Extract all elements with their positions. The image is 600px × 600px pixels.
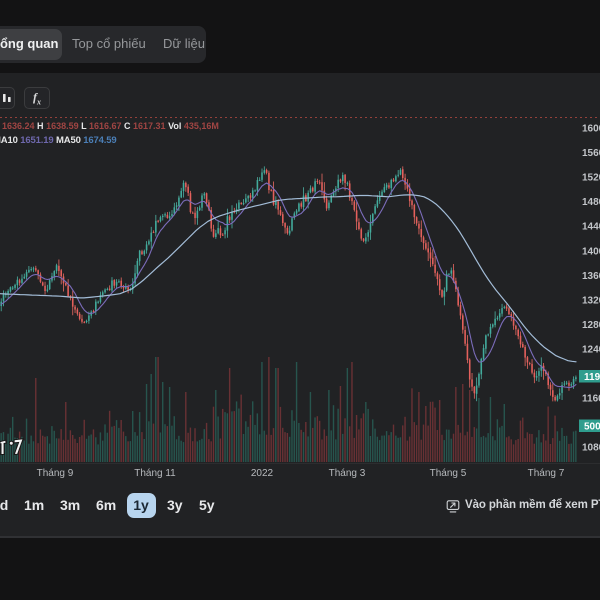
svg-text:1520.00: 1520.00 (582, 173, 600, 184)
svg-text:1560.00: 1560.00 (582, 148, 600, 159)
svg-text:1600.00: 1600.00 (582, 124, 600, 135)
svg-text:1360.00: 1360.00 (582, 271, 600, 282)
svg-text:500,96M: 500,96M (584, 422, 600, 433)
svg-text:1440.00: 1440.00 (582, 222, 600, 233)
svg-text:1320.00: 1320.00 (582, 295, 600, 306)
svg-text:1240.00: 1240.00 (582, 345, 600, 356)
svg-text:1480.00: 1480.00 (582, 197, 600, 208)
svg-text:1280.00: 1280.00 (582, 320, 600, 331)
svg-text:1193.97: 1193.97 (584, 372, 600, 383)
svg-text:1160.00: 1160.00 (582, 394, 600, 405)
svg-text:1080.00: 1080.00 (582, 443, 600, 454)
svg-text:1400.00: 1400.00 (582, 246, 600, 257)
